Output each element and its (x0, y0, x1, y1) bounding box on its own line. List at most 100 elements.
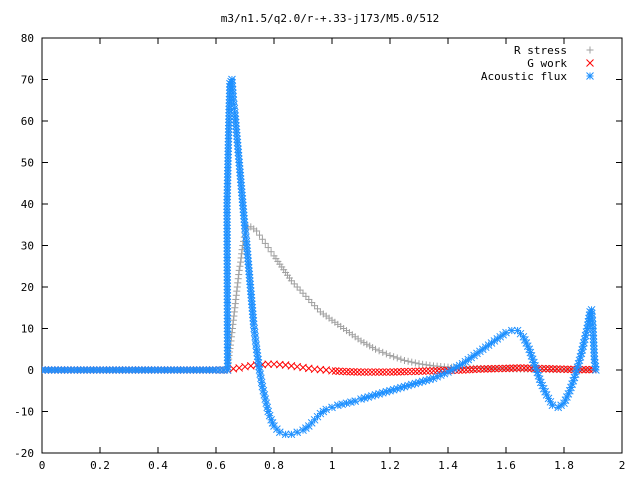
data-point (311, 302, 319, 310)
data-point (372, 345, 379, 353)
data-point (465, 365, 474, 374)
data-point (563, 365, 572, 374)
plot-frame (41, 37, 623, 454)
y-tick-label: -10 (14, 406, 34, 419)
legend-marker (586, 59, 594, 67)
data-point (253, 227, 261, 235)
data-point (335, 367, 344, 376)
data-point (339, 367, 347, 376)
data-point (310, 365, 319, 374)
data-point (393, 368, 402, 376)
data-point (338, 400, 347, 409)
y-tick-label: 40 (21, 198, 34, 211)
data-point (462, 365, 470, 374)
data-point (296, 286, 304, 294)
data-point (314, 305, 321, 313)
x-tick-label: 1 (329, 459, 336, 472)
legend-label: G work (527, 57, 567, 70)
data-point (415, 367, 423, 376)
x-tick-label: 0 (39, 459, 46, 472)
data-point (491, 364, 499, 373)
data-point (364, 368, 373, 376)
y-tick-label: 20 (21, 281, 34, 294)
data-point (407, 367, 416, 376)
data-point (342, 399, 351, 408)
data-point (360, 368, 369, 376)
data-point (397, 367, 405, 376)
data-point (401, 356, 408, 364)
data-point (216, 366, 224, 374)
data-point (516, 364, 525, 372)
data-point (382, 350, 390, 358)
data-point (502, 364, 510, 373)
data-point (267, 248, 275, 256)
data-point (290, 280, 298, 288)
x-tick-label: 1.2 (380, 459, 400, 472)
x-tick-label: 0.2 (90, 459, 110, 472)
axis-ticks: 0 0.2 0.4 0.6 0.8 1 1.2 1.4 1.6 1.8 2 -20 -10 0 10 20 30… (14, 32, 625, 472)
data-point (408, 358, 416, 366)
legend-marker (586, 46, 594, 54)
x-tick-label: 0.4 (148, 459, 168, 472)
data-point (346, 398, 355, 407)
data-point (586, 46, 594, 54)
data-point (382, 368, 391, 376)
data-point (257, 374, 265, 383)
data-point (371, 368, 380, 376)
data-point (542, 364, 550, 373)
data-point (509, 364, 518, 372)
series-r-stress (42, 223, 597, 374)
y-tick-label: 70 (21, 74, 34, 87)
data-point (316, 365, 325, 374)
data-point (556, 365, 565, 373)
y-tick-label: 80 (21, 32, 34, 45)
data-point (264, 360, 273, 369)
data-point (505, 364, 514, 373)
data-point (305, 295, 313, 303)
data-point (235, 266, 243, 274)
data-point (258, 235, 266, 243)
data-point (386, 368, 394, 376)
data-point (257, 378, 266, 387)
data-point (346, 367, 354, 376)
data-point (299, 289, 307, 297)
data-point (302, 292, 310, 300)
data-point (581, 365, 590, 374)
x-tick-label: 0.8 (264, 459, 284, 472)
data-point (342, 367, 351, 376)
data-point (523, 364, 532, 372)
data-point (270, 360, 278, 369)
y-tick-label: 50 (21, 157, 34, 170)
data-point (426, 367, 434, 375)
chart-title: m3/n1.5/q2.0/r-+.33-j173/M5.0/512 (221, 12, 440, 25)
data-point (379, 348, 387, 356)
x-tick-label: 0.6 (206, 459, 226, 472)
data-point (264, 244, 272, 252)
data-point (411, 359, 419, 367)
data-point (411, 367, 420, 376)
data-point (256, 231, 263, 239)
data-point (415, 360, 423, 368)
data-point (418, 367, 427, 375)
data-point (328, 366, 336, 375)
data-point (293, 283, 301, 291)
data-point (520, 364, 528, 372)
x-tick-label: 1.4 (438, 459, 458, 472)
data-point (484, 341, 493, 349)
data-point (386, 351, 394, 359)
data-point (357, 337, 365, 345)
data-point (375, 347, 383, 355)
data-point (560, 365, 568, 374)
data-point (363, 340, 371, 348)
data-point (357, 368, 365, 376)
data-point (349, 368, 358, 376)
data-point (585, 365, 594, 374)
data-point (393, 354, 401, 362)
legend-label: R stress (514, 44, 567, 57)
data-point (469, 365, 478, 374)
data-point (389, 368, 398, 376)
data-point (333, 401, 342, 410)
y-tick-label: 30 (21, 240, 34, 253)
